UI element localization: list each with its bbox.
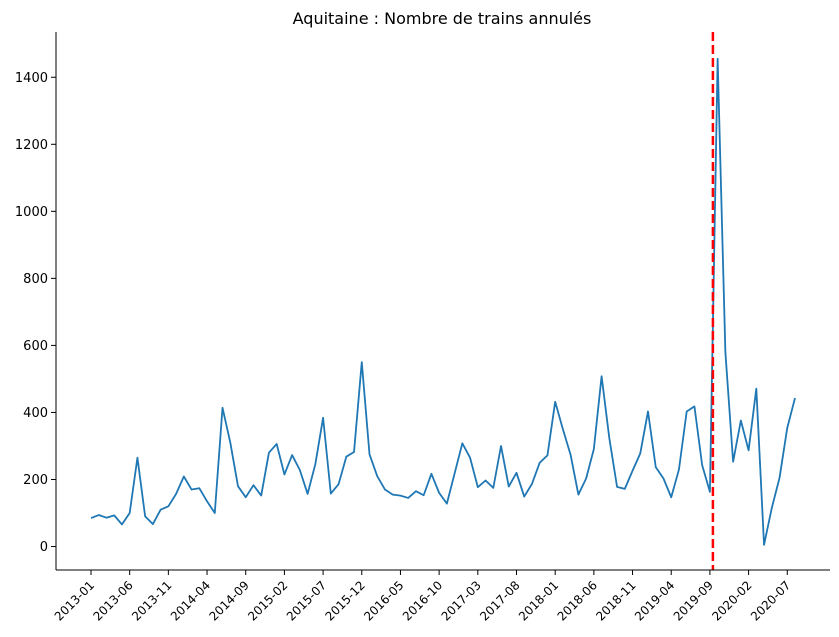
y-tick-label: 1000 [15,205,48,220]
y-tick-label: 400 [23,406,48,421]
y-tick-label: 800 [23,272,48,287]
x-tick-label: 2020-07 [748,578,793,623]
y-tick-label: 200 [23,473,48,488]
x-tick-label: 2018-06 [555,578,600,623]
x-tick-label: 2017-08 [477,578,522,623]
x-tick-label: 2016-10 [400,578,445,623]
x-tick-label: 2015-12 [323,578,368,623]
y-tick-label: 600 [23,339,48,354]
series-line-0 [90,57,796,546]
y-tick-label: 1400 [15,71,48,86]
x-tick-label: 2013-11 [129,578,174,623]
x-axis: 2013-012013-062013-112014-042014-092015-… [52,570,793,624]
x-tick-label: 2018-01 [516,578,561,623]
y-tick-label: 0 [40,540,48,555]
x-tick-label: 2020-02 [709,578,754,623]
y-tick-label: 1200 [15,138,48,153]
x-tick-label: 2017-03 [439,578,484,623]
x-tick-label: 2015-02 [245,578,290,623]
series-group [90,57,796,546]
x-tick-label: 2016-05 [361,578,406,623]
x-tick-label: 2013-06 [90,578,135,623]
x-tick-label: 2019-09 [671,578,716,623]
x-tick-label: 2015-07 [284,578,329,623]
x-tick-label: 2014-04 [168,578,213,623]
plot-area: 0 200 400 600 800 1000 1200 1400 2013-012013-06… [15,32,830,624]
x-tick-label: 2013-01 [52,578,97,623]
x-tick-label: 2019-04 [632,578,677,623]
y-axis: 0 200 400 600 800 1000 1200 1400 [15,71,56,555]
chart-title: Aquitaine : Nombre de trains annulés [293,9,592,28]
x-tick-label: 2014-09 [206,578,251,623]
x-tick-label: 2018-11 [593,578,638,623]
